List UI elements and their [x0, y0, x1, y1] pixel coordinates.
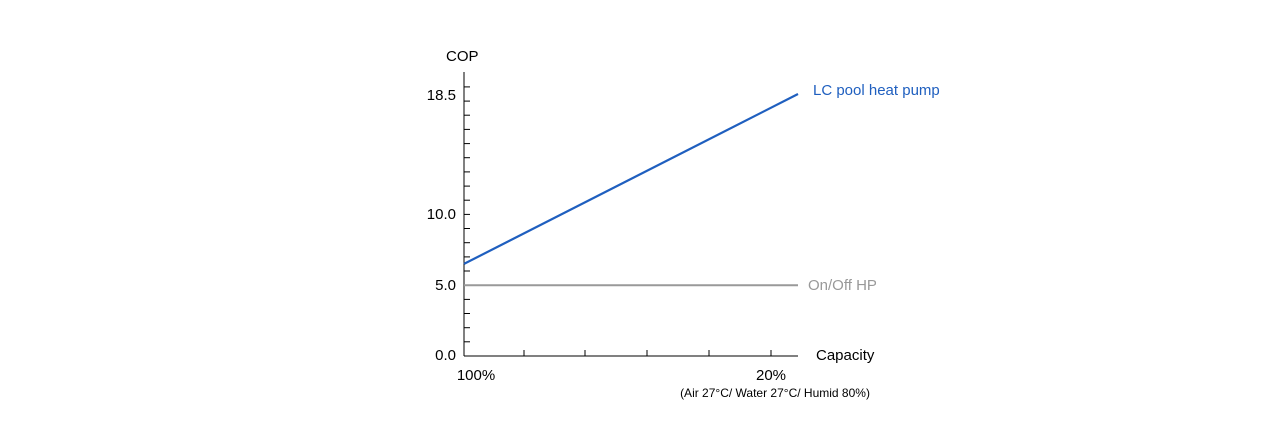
series-group	[463, 93, 799, 287]
x-minor-ticks	[523, 350, 772, 356]
y-tick-label-10-0: 10.0	[427, 206, 456, 223]
y-axis-label: COP	[446, 48, 479, 65]
series-line-lc-pool-heat-pump	[463, 93, 799, 265]
y-tick-label-0-0: 0.0	[435, 347, 456, 364]
y-tick-label-5-0: 5.0	[435, 277, 456, 294]
test-conditions-note: (Air 27°C/ Water 27°C/ Humid 80%)	[680, 386, 870, 400]
y-minor-ticks	[464, 86, 470, 357]
x-axis-label: Capacity	[816, 347, 875, 364]
x-tick-label-20: 20%	[756, 367, 786, 384]
y-tick-label-18-5: 18.5	[427, 87, 456, 104]
series-label-on-off-hp: On/Off HP	[808, 277, 877, 294]
x-tick-label-100: 100%	[457, 367, 495, 384]
series-label-lc-pool-heat-pump: LC pool heat pump	[813, 82, 940, 99]
axes	[463, 72, 798, 357]
